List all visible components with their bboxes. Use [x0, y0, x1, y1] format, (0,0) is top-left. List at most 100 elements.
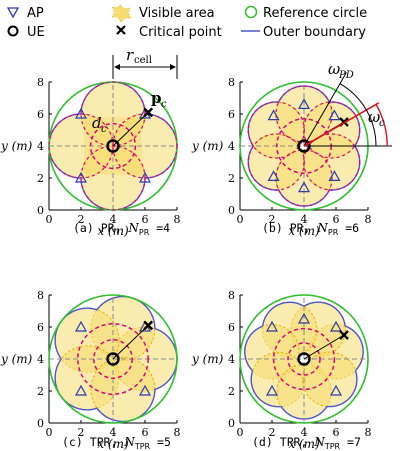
dc-line: [112, 112, 149, 147]
y-axis-label: y (m): [191, 139, 224, 153]
x-axis-label: x (m): [97, 437, 129, 451]
legend: AP Visible area Reference circle UE Crit…: [6, 4, 367, 40]
x-tick-label: 0: [237, 213, 244, 226]
panel-b: 00 2 2 4 4 6 6 8 8 x (m) y (m): [191, 72, 392, 238]
legend-visible-area-icon: [111, 4, 132, 23]
ap-marker: [267, 170, 280, 181]
x-tick-label: 2: [78, 426, 85, 439]
legend-outer-boundary-label: Outer boundary: [263, 25, 366, 40]
critical-point-marker: [339, 330, 349, 340]
dc-line: [112, 325, 149, 360]
svg-text:ω: ω: [328, 60, 340, 78]
pc-annotation: p c: [151, 89, 167, 110]
ue-marker: [297, 352, 311, 366]
y-tick-label: 8: [37, 289, 44, 302]
panel-d: 00 2 2 4 4 6 6 8 8 x (m) y (m): [191, 289, 372, 451]
dashed-circle: [89, 122, 137, 170]
y-tick-label: 2: [228, 172, 235, 185]
x-tick-label: 6: [333, 426, 340, 439]
y-tick-label: 2: [37, 172, 44, 185]
x-tick-label: 8: [365, 426, 372, 439]
ap-marker: [328, 170, 341, 181]
ap-marker: [74, 107, 88, 119]
svg-text:(b) PR, NPR =6: (b) PR, NPR =6: [262, 221, 359, 237]
ap-marker: [74, 171, 88, 183]
r-cell-dimension: r cell: [112, 46, 178, 79]
dashed-circle: [272, 327, 336, 391]
x-tick-label: 4: [110, 213, 117, 226]
y-axis-label: y (m): [0, 139, 33, 153]
x-tick-label: 2: [78, 213, 85, 226]
dc-line: [303, 334, 345, 360]
dashed-petal: [247, 133, 305, 191]
dashed-petal: [303, 133, 361, 191]
y-tick-label: 2: [37, 385, 44, 398]
y-tick-label: 0: [228, 204, 235, 217]
x-tick-label: 4: [301, 426, 308, 439]
x-tick-label: 4: [110, 426, 117, 439]
omega-c-arc: [375, 104, 388, 147]
legend-ap-label: AP: [27, 6, 44, 21]
panel-a: 00 2 2 4 4 6 6 8 8 x (m) y (m): [0, 76, 181, 238]
ap-marker: [138, 171, 152, 183]
ap-marker: [297, 181, 311, 193]
ue-marker: [106, 139, 120, 153]
critical-point-marker: [143, 107, 154, 118]
r-cell-subscript: cell: [134, 55, 152, 66]
x-tick-label: 6: [333, 213, 340, 226]
caption-d: (d) TPR, NTPR =7: [252, 435, 361, 451]
ap-marker: [74, 320, 88, 332]
x-axis-label: x (m): [288, 437, 320, 451]
omega-pd-annotation: ω PD: [328, 60, 354, 81]
y-tick-label: 6: [37, 321, 44, 334]
dashed-circle: [287, 342, 321, 376]
legend-visible-area-label: Visible area: [139, 6, 215, 21]
caption-b: (b) PR, NPR =6: [262, 221, 359, 237]
svg-text:PD: PD: [338, 70, 354, 81]
x-tick-label: 8: [365, 213, 372, 226]
outer-boundary: [244, 301, 364, 420]
x-tick-label: 2: [269, 213, 276, 226]
y-tick-label: 2: [228, 385, 235, 398]
x-axis-label: x (m): [288, 224, 320, 238]
x-tick-label: 8: [174, 426, 181, 439]
svg-text:(a) PR, NPR =4: (a) PR, NPR =4: [73, 221, 170, 237]
legend-ap-icon: [6, 7, 20, 19]
y-tick-label: 0: [228, 417, 235, 430]
r-cell-label: r: [126, 46, 134, 64]
ap-marker: [74, 384, 88, 396]
svg-text:c: c: [161, 99, 167, 110]
y-tick-label: 6: [228, 321, 235, 334]
x-tick-label: 0: [237, 426, 244, 439]
legend-critical-point-icon: [116, 25, 126, 35]
svg-text:(d) TPR, NTPR =7: (d) TPR, NTPR =7: [252, 435, 361, 451]
x-tick-label: 6: [142, 213, 149, 226]
legend-ue-label: UE: [27, 25, 45, 40]
ue-marker: [106, 352, 120, 366]
x-tick-label: 8: [174, 213, 181, 226]
svg-text:c: c: [379, 118, 385, 129]
svg-text:d: d: [92, 114, 102, 132]
ap-marker: [297, 312, 311, 324]
x-tick-label: 6: [142, 426, 149, 439]
omega-pd-arc: [339, 83, 377, 147]
legend-reference-circle-label: Reference circle: [263, 6, 367, 21]
y-tick-label: 8: [228, 76, 235, 89]
y-tick-label: 4: [228, 140, 235, 153]
ap-marker: [328, 109, 341, 121]
dashed-circle: [77, 323, 149, 395]
y-tick-label: 4: [37, 140, 44, 153]
ap-marker: [265, 320, 279, 332]
svg-text:ω: ω: [368, 108, 380, 126]
ap-marker: [267, 109, 280, 121]
y-tick-label: 6: [228, 108, 235, 121]
svg-text:c: c: [101, 124, 107, 135]
legend-critical-point-label: Critical point: [139, 25, 222, 40]
y-tick-label: 0: [37, 204, 44, 217]
legend-ue-icon: [7, 25, 19, 37]
dc-annotation: d c: [92, 114, 107, 135]
dashed-petal: [303, 101, 361, 159]
ap-marker: [138, 384, 152, 396]
y-axis-label: y (m): [0, 352, 33, 366]
panel-c: 00 2 2 4 4 6 6 8 8 x (m) y (m): [0, 289, 181, 451]
